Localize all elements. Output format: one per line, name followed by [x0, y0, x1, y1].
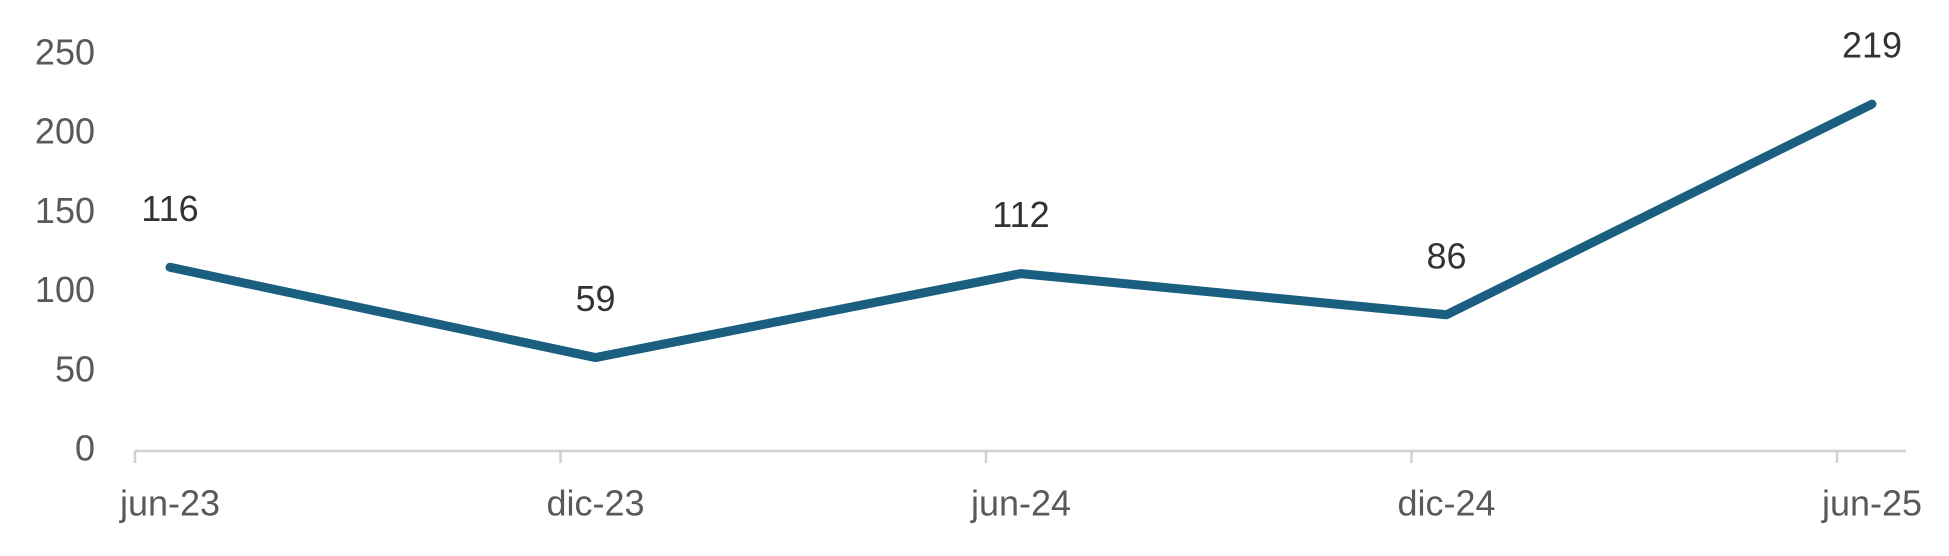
y-tick-label: 150 [35, 190, 95, 231]
data-label: 59 [575, 278, 615, 319]
data-label: 112 [992, 194, 1049, 235]
y-tick-label: 50 [55, 348, 95, 389]
y-tick-label: 0 [75, 428, 95, 469]
x-tick-label: dic-24 [1397, 483, 1495, 524]
data-label: 86 [1426, 235, 1466, 276]
data-label: 219 [1842, 25, 1902, 66]
x-tick-label: dic-23 [546, 483, 644, 524]
y-tick-label: 200 [35, 111, 95, 152]
x-tick-label: jun-25 [1821, 483, 1922, 524]
line-series [165, 99, 1877, 363]
x-tick-label: jun-24 [970, 483, 1071, 524]
y-tick-label: 250 [35, 32, 95, 73]
data-label: 116 [141, 188, 198, 229]
x-tick-label: jun-23 [119, 483, 220, 524]
y-tick-label: 100 [35, 269, 95, 310]
